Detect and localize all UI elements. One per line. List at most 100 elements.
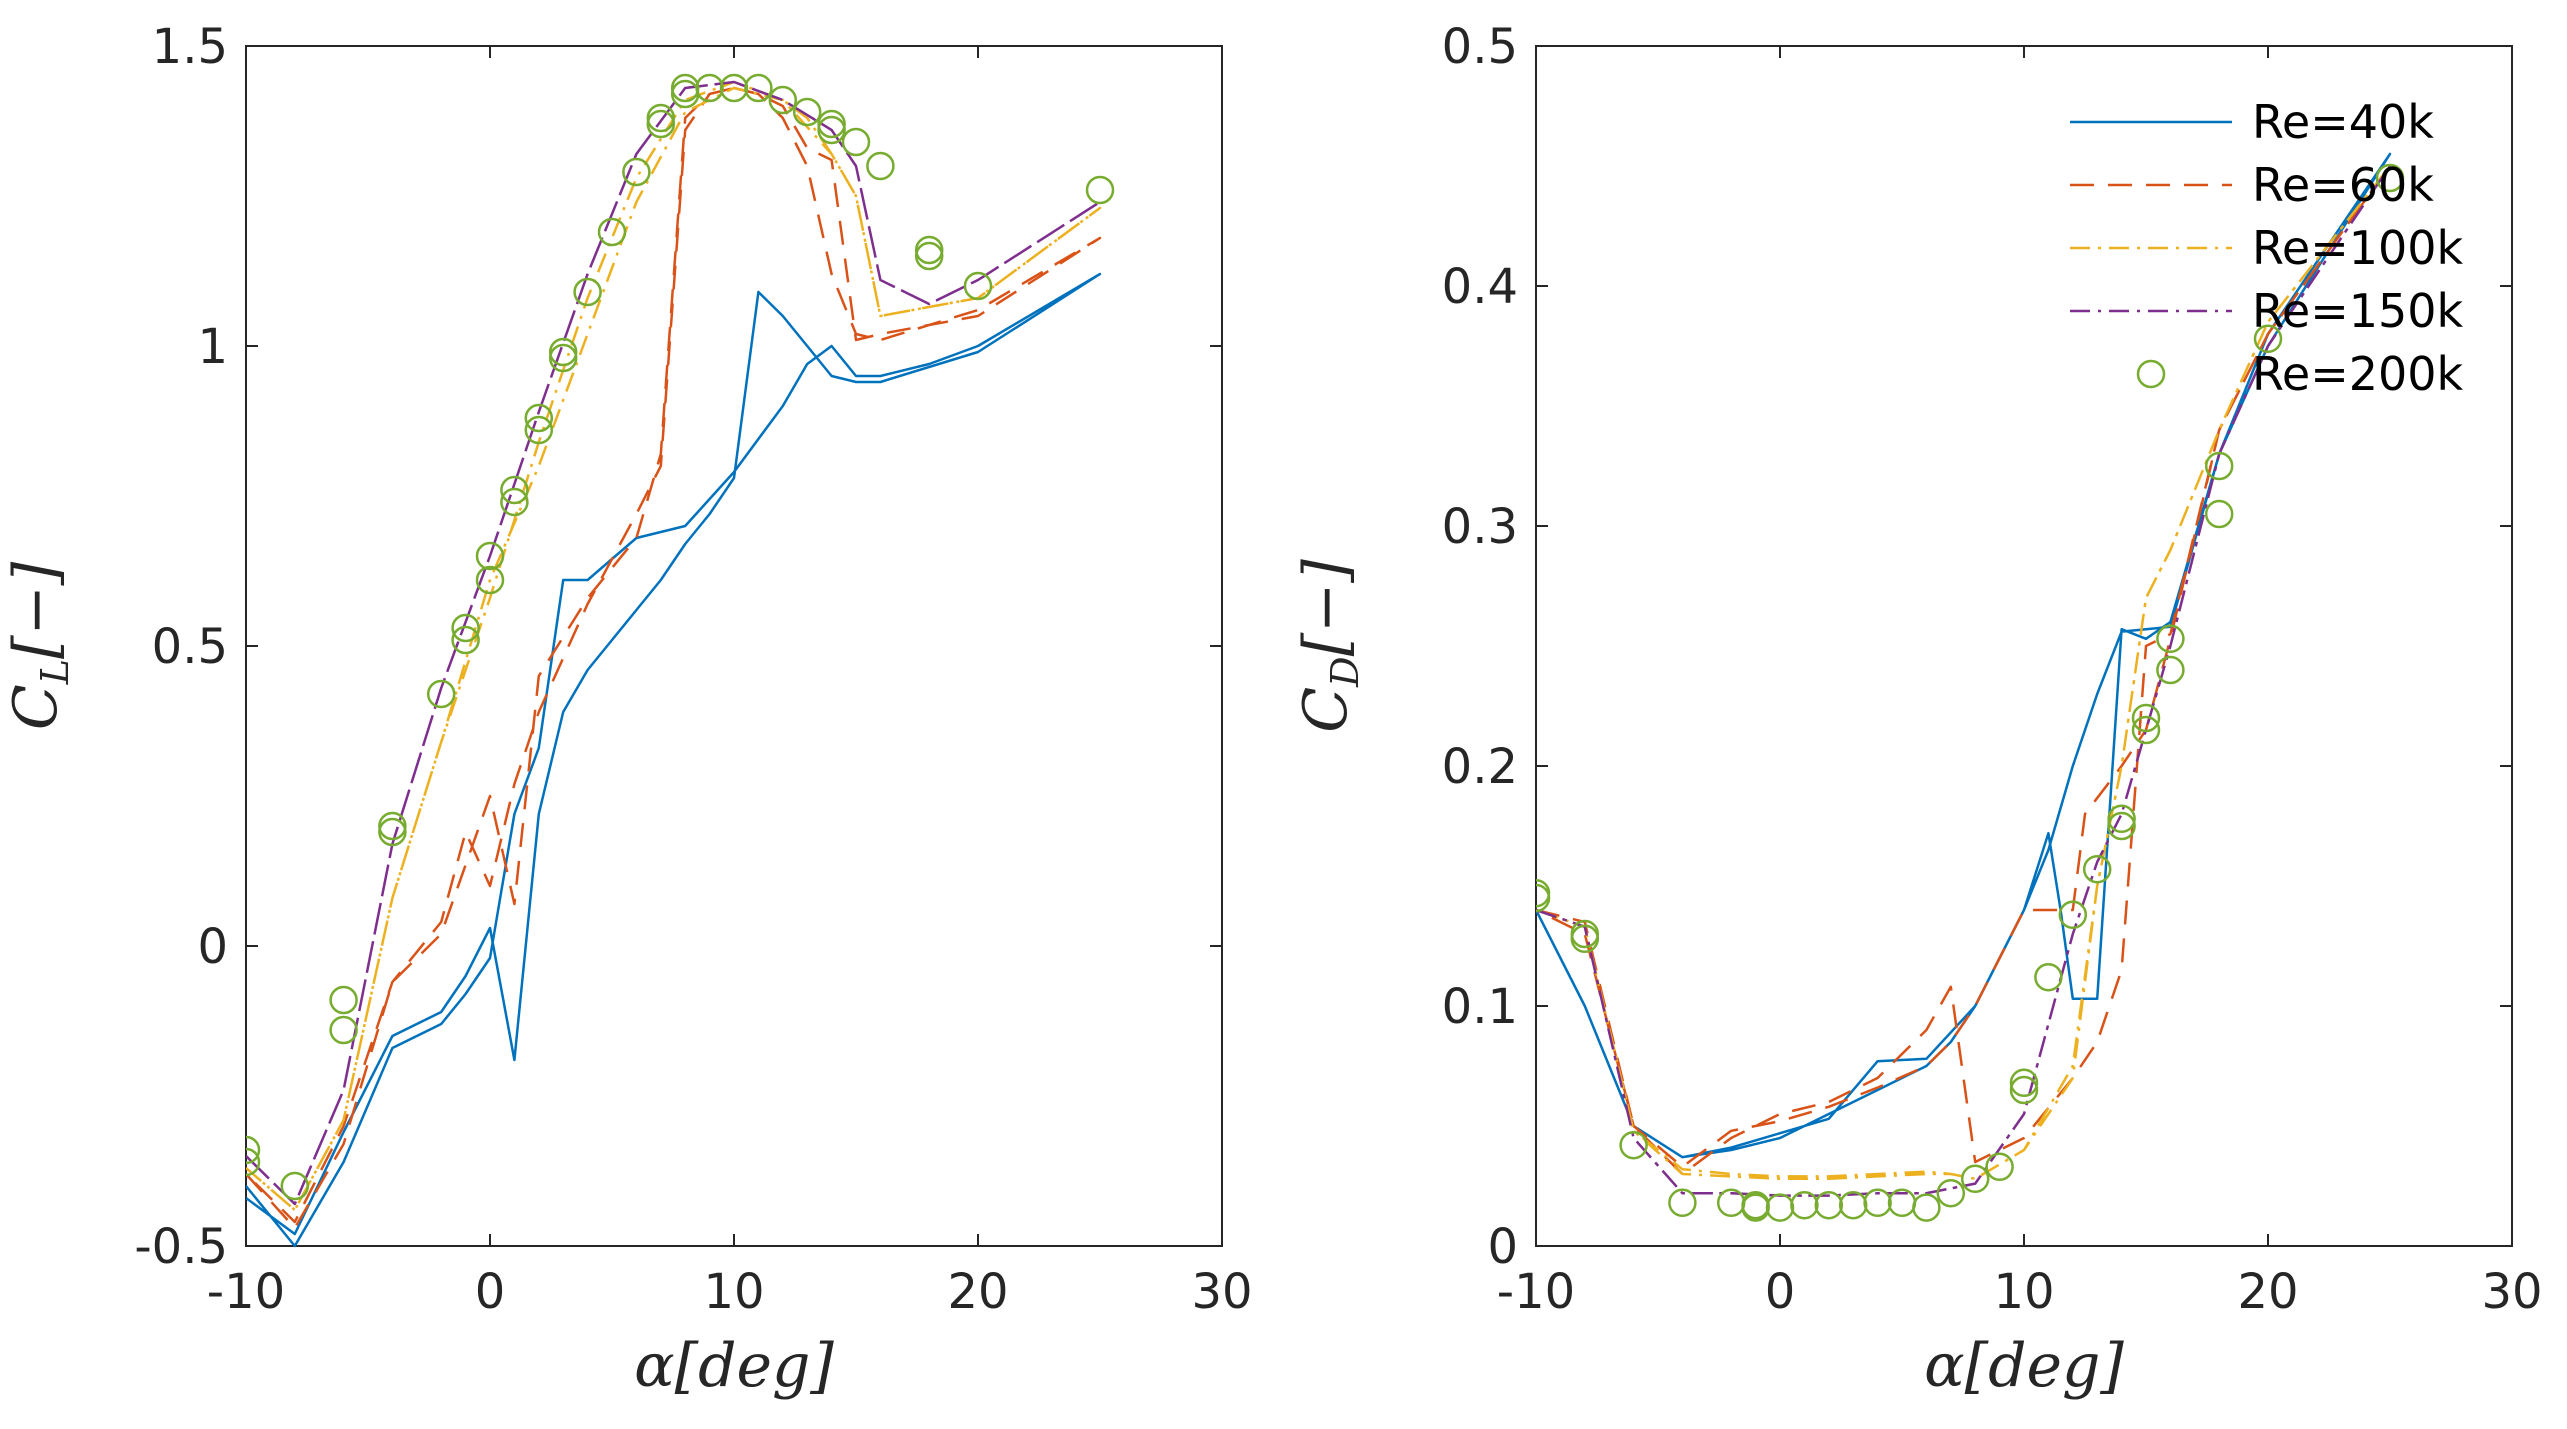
cl-xtick-label: 30 [1191, 1264, 1252, 1320]
cl-point-re-200k [914, 241, 944, 271]
cl-line-re-60k [246, 86, 1102, 1230]
cd-point-re-200k [1741, 1190, 1770, 1220]
cd-ytick-label: 0.1 [1442, 979, 1518, 1035]
cd-point-re-200k [2034, 962, 2063, 992]
cl-point-re-200k [524, 415, 554, 445]
legend-label-re-100k: Re=100k [2252, 221, 2464, 275]
cl-panel: -10 0 10 20 30 -0.5 0 0.5 1 1.5 α[deg] CL[−] [1, 19, 1253, 1401]
cl-point-re-200k [622, 157, 651, 187]
cl-xtick-label: 20 [947, 1264, 1008, 1320]
cl-point-re-200k [451, 613, 480, 643]
cl-point-re-200k [744, 73, 773, 103]
cl-point-re-200k [475, 541, 505, 571]
cd-ytick-label: 0.3 [1442, 499, 1518, 555]
cd-point-re-200k [2156, 655, 2185, 685]
cd-point-re-200k [2253, 324, 2283, 354]
cd-point-re-200k [1536, 878, 1551, 908]
cd-point-re-200k [1912, 1193, 1941, 1222]
cd-xtick-label: 20 [2237, 1264, 2298, 1320]
cl-ytick-label: 1.5 [152, 19, 228, 75]
cl-line-re-40k [246, 272, 1102, 1248]
cl-plot-area [246, 73, 1115, 1248]
cl-xtick-label: 0 [475, 1264, 506, 1320]
cd-point-re-200k [1838, 1190, 1868, 1220]
cd-point-re-200k [1570, 919, 1600, 949]
cl-point-re-200k [817, 109, 846, 139]
cl-point-re-200k [500, 475, 529, 505]
cd-point-re-200k [1960, 1164, 1990, 1194]
cl-point-re-200k [597, 217, 627, 247]
cd-ytick-label: 0.5 [1442, 19, 1518, 75]
legend-label-re-200k: Re=200k [2252, 347, 2464, 401]
cd-point-re-200k [1790, 1190, 1819, 1220]
cl-point-re-200k [670, 79, 700, 109]
cd-point-re-200k [1765, 1193, 1795, 1222]
cl-ytick-label: -0.5 [134, 1219, 228, 1275]
cl-point-re-200k [329, 985, 358, 1015]
cd-ytick-label: 0.4 [1442, 259, 1518, 315]
cd-point-re-200k [2009, 1068, 2039, 1098]
cl-point-re-200k [280, 1171, 310, 1201]
cl-ytick-label: 1 [197, 319, 228, 375]
cl-point-re-200k [548, 343, 578, 373]
cl-point-re-200k [914, 235, 944, 265]
cl-point-re-200k [768, 85, 798, 115]
cd-x-axis-label: α[deg] [1924, 1331, 2124, 1401]
cl-point-re-200k [1085, 175, 1115, 205]
cd-xtick-label: 0 [1765, 1264, 1796, 1320]
cd-point-re-200k [2009, 1075, 2039, 1105]
cl-x-axis-label: α[deg] [634, 1331, 834, 1401]
cl-xtick-label: -10 [207, 1264, 285, 1320]
cl-point-re-200k [246, 1135, 261, 1165]
cd-point-re-200k [2204, 499, 2234, 529]
cd-point-re-200k [1619, 1130, 1648, 1160]
cl-point-re-200k [329, 1015, 358, 1045]
cd-panel: -10 0 10 20 3000.10.20.30.40.5α[deg]CD[−]Re=… [1291, 19, 2543, 1401]
cl-point-re-200k [378, 817, 407, 847]
legend-label-re-40k: Re=40k [2252, 95, 2434, 149]
legend-swatch-re-200k [2136, 359, 2166, 389]
cl-point-re-200k [646, 103, 676, 133]
cd-point-re-200k [2375, 163, 2405, 193]
cd-xtick-label: -10 [1497, 1264, 1575, 1320]
cd-point-re-200k [2082, 854, 2112, 884]
cl-point-re-200k [524, 403, 554, 433]
cl-point-re-200k [451, 625, 480, 655]
cd-point-re-200k [1668, 1188, 1697, 1218]
cl-point-re-200k [500, 487, 529, 517]
cl-y-axis-label: CL[−] [1, 561, 77, 730]
cl-point-re-200k [841, 127, 871, 157]
cd-point-re-200k [1985, 1152, 2014, 1182]
cl-point-re-200k [378, 811, 407, 841]
cd-point-re-200k [2156, 624, 2185, 654]
cd-y-axis-label: CD[−] [1291, 559, 1367, 733]
cl-point-re-200k [573, 277, 602, 307]
cd-xtick-label: 30 [2481, 1264, 2542, 1320]
legend-label-re-150k: Re=150k [2252, 284, 2464, 338]
cl-point-re-200k [475, 565, 505, 595]
cd-point-re-200k [1863, 1188, 1892, 1218]
cd-point-re-200k [1814, 1190, 1844, 1220]
cd-line-re-60k [1536, 164, 2392, 1176]
cl-ytick-label: 0.5 [152, 619, 228, 675]
cl-point-re-200k [670, 73, 700, 103]
cd-plot-area [1536, 152, 2405, 1222]
cd-ytick-label: 0 [1487, 1219, 1518, 1275]
cd-point-re-200k [2058, 900, 2088, 930]
cd-point-re-200k [2131, 703, 2161, 733]
cd-point-re-200k [2107, 811, 2136, 841]
cl-line-re-100k [246, 80, 1102, 1212]
cd-point-re-200k [1936, 1178, 1966, 1208]
cd-xtick-label: 10 [1993, 1264, 2054, 1320]
cd-point-re-200k [2107, 804, 2136, 834]
cd-point-re-200k [2204, 451, 2234, 481]
cl-point-re-200k [426, 679, 456, 709]
cl-point-re-200k [866, 151, 895, 181]
legend-label-re-60k: Re=60k [2252, 158, 2434, 212]
cl-point-re-200k [963, 271, 993, 301]
cl-point-re-200k [792, 97, 822, 127]
cl-line-re-150k [246, 80, 1102, 1206]
cd-ytick-label: 0.2 [1442, 739, 1518, 795]
cl-point-re-200k [646, 109, 676, 139]
